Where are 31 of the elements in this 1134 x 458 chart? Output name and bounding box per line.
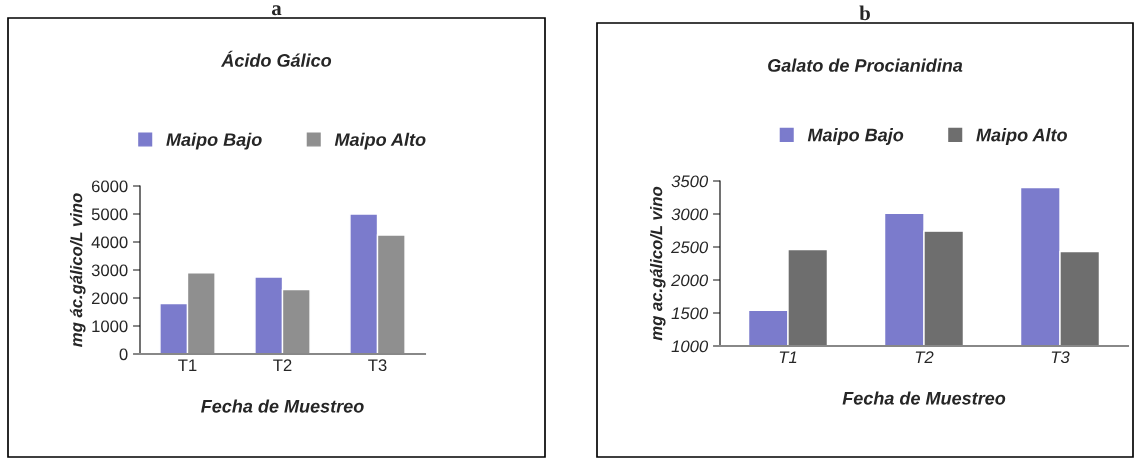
x-tick-label: T2 xyxy=(273,359,292,371)
y-tick-label: 3000 xyxy=(91,264,128,277)
y-tick-label: 0 xyxy=(119,348,128,361)
x-tick-label: T3 xyxy=(368,359,387,372)
y-tick-label: 2000 xyxy=(671,274,709,287)
legend-label: Maipo Alto xyxy=(334,132,426,150)
y-tick-label: 1500 xyxy=(671,307,709,320)
x-tick-label: T2 xyxy=(915,351,934,363)
text: b xyxy=(859,5,870,21)
y-tick-label: 3000 xyxy=(671,208,709,221)
y-tick-label: 6000 xyxy=(91,180,128,193)
chart-title: Ácido Gálico xyxy=(220,50,332,67)
y-tick-label: 5000 xyxy=(91,208,128,221)
y-axis-title: mg ac.gálico/L vino xyxy=(649,186,666,341)
legend-label: Maipo Alto xyxy=(976,128,1068,145)
y-tick-label: 2000 xyxy=(91,292,128,305)
x-axis-title: Fecha de Muestreo xyxy=(201,399,364,413)
text: a xyxy=(271,5,282,16)
y-tick-label: 3500 xyxy=(671,175,709,188)
chart-title: Galato de Procianidina xyxy=(768,58,963,72)
y-tick-label: 2500 xyxy=(671,241,709,254)
y-tick-label: 1000 xyxy=(671,340,709,353)
legend-label: Maipo Bajo xyxy=(166,132,262,150)
y-tick-label: 1000 xyxy=(92,320,128,333)
x-axis-title: Fecha de Muestreo xyxy=(842,391,1006,405)
legend-label: Maipo Bajo xyxy=(807,128,904,145)
x-tick-label: T1 xyxy=(178,359,197,371)
x-tick-label: T1 xyxy=(779,351,797,363)
y-tick-label: 4000 xyxy=(91,236,128,249)
x-tick-label: T3 xyxy=(1051,351,1070,364)
y-axis-title: mg ác.gálico/L vino xyxy=(69,193,86,347)
